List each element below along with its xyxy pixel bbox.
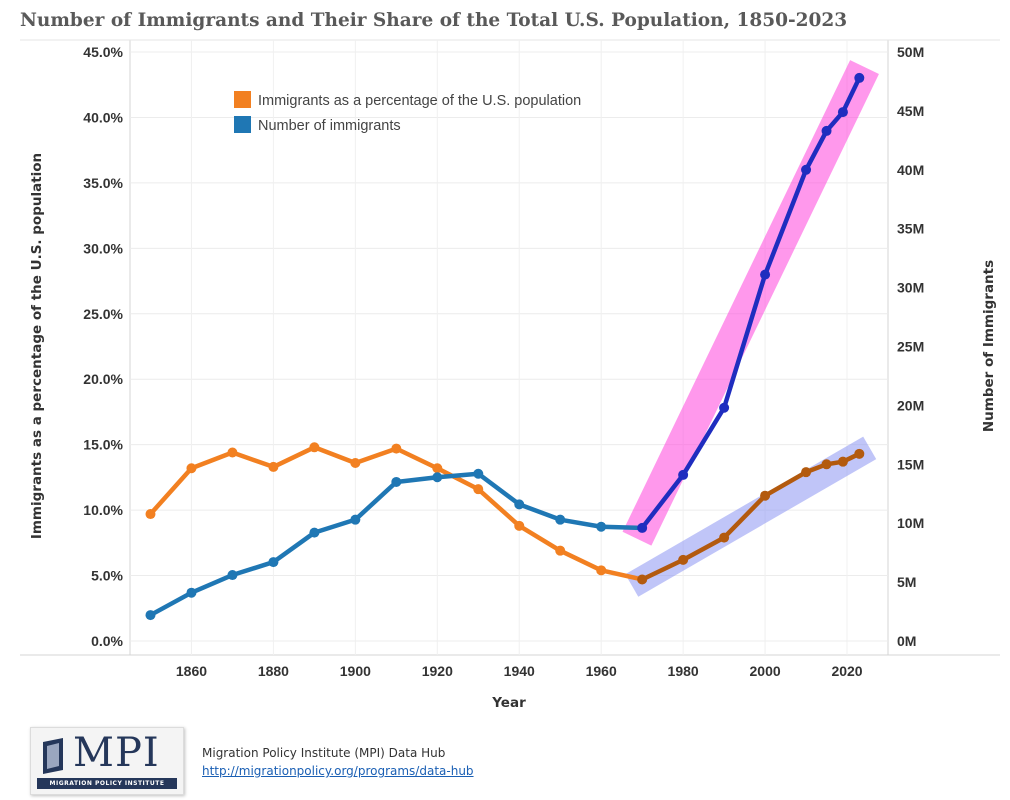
series-points — [145, 72, 865, 621]
mpi-logo: MPI MIGRATION POLICY INSTITUTE — [30, 727, 184, 795]
y-axis-right-title: Number of Immigrants — [981, 260, 997, 432]
percent-data-point — [227, 447, 238, 458]
y-left-tick-label: 45.0% — [83, 44, 123, 60]
y-right-tick-label: 40M — [897, 162, 924, 178]
percent-data-point — [854, 448, 865, 459]
x-tick-label: 2000 — [750, 663, 781, 679]
mpi-logo-mark-icon — [43, 738, 63, 774]
percent-data-point — [637, 574, 648, 585]
y-right-tick-label: 25M — [897, 339, 924, 355]
number-data-point — [678, 469, 689, 480]
footer-source-text: Migration Policy Institute (MPI) Data Hu… — [202, 746, 446, 760]
x-tick-label: 1940 — [504, 663, 535, 679]
number-data-point — [268, 557, 279, 568]
y-right-tick-label: 10M — [897, 515, 924, 531]
number-data-point — [473, 468, 484, 479]
y-left-tick-label: 10.0% — [83, 502, 123, 518]
y-axis-left-title: Immigrants as a percentage of the U.S. p… — [29, 153, 45, 539]
number-data-point — [432, 472, 443, 483]
x-axis-title: Year — [491, 695, 526, 711]
percent-data-point — [145, 509, 156, 520]
number-data-point — [145, 610, 156, 621]
number-data-point — [309, 527, 320, 538]
percent-data-point — [801, 467, 812, 478]
number-data-point — [719, 402, 730, 413]
x-tick-label: 1980 — [668, 663, 699, 679]
y-right-tick-label: 0M — [897, 633, 916, 649]
y-left-tick-label: 30.0% — [83, 240, 123, 256]
percent-series-line — [148, 445, 645, 582]
percent-data-point — [391, 443, 402, 454]
number-data-point — [596, 521, 607, 532]
legend-label-percent: Immigrants as a percentage of the U.S. p… — [258, 93, 581, 109]
number-data-point — [854, 72, 865, 83]
number-series-line — [148, 471, 645, 618]
number-data-point — [350, 514, 361, 525]
percent-data-point — [473, 484, 484, 495]
footer-source: Migration Policy Institute (MPI) Data Hu… — [202, 744, 474, 780]
y-right-tick-label: 35M — [897, 221, 924, 237]
y-right-tick-label: 30M — [897, 280, 924, 296]
mpi-logo-subtitle: MIGRATION POLICY INSTITUTE — [37, 778, 177, 789]
number-trend-band — [622, 60, 879, 546]
number-data-point — [391, 476, 402, 487]
number-data-point — [227, 570, 238, 581]
percent-data-point — [821, 459, 832, 470]
legend-swatch-number — [234, 116, 251, 133]
percent-data-point — [186, 463, 197, 474]
number-data-point — [514, 499, 525, 510]
number-data-point — [801, 164, 812, 175]
y-left-tick-label: 40.0% — [83, 109, 123, 125]
percent-data-point — [837, 456, 848, 467]
y-right-tick-label: 45M — [897, 103, 924, 119]
x-tick-label: 1900 — [340, 663, 371, 679]
footer-source-link[interactable]: http://migrationpolicy.org/programs/data… — [202, 764, 474, 778]
legend: Immigrants as a percentage of the U.S. p… — [234, 91, 581, 134]
mpi-logo-text: MPI — [73, 730, 160, 776]
chart: Number of Immigrants and Their Share of … — [20, 10, 1000, 711]
y-left-tick-label: 20.0% — [83, 371, 123, 387]
series-lines — [148, 75, 862, 618]
y-left-tick-label: 5.0% — [91, 568, 123, 584]
number-data-point — [837, 107, 848, 118]
percent-data-point — [432, 463, 443, 474]
x-tick-label: 2020 — [831, 663, 862, 679]
percent-data-point — [678, 554, 689, 565]
percent-data-point — [596, 565, 607, 576]
percent-data-point — [760, 490, 771, 501]
y-left-tick-label: 25.0% — [83, 306, 123, 322]
percent-data-point — [350, 457, 361, 468]
percent-data-point — [514, 520, 525, 531]
y-left-tick-label: 15.0% — [83, 437, 123, 453]
number-data-point — [760, 269, 771, 280]
y-left-tick-label: 35.0% — [83, 175, 123, 191]
gridlines — [20, 39, 1000, 656]
number-data-point — [637, 522, 648, 533]
percent-data-point — [719, 532, 730, 543]
x-tick-label: 1960 — [586, 663, 617, 679]
x-tick-label: 1920 — [422, 663, 453, 679]
y-right-tick-label: 20M — [897, 397, 924, 413]
tick-labels: 0.0% 5.0% 10.0% 15.0% 20.0% 25.0% 30.0% 35.0% 40… — [83, 44, 924, 679]
x-tick-label: 1880 — [258, 663, 289, 679]
legend-label-number: Number of immigrants — [258, 118, 401, 134]
y-left-tick-label: 0.0% — [91, 633, 123, 649]
y-right-tick-label: 50M — [897, 44, 924, 60]
y-right-tick-label: 15M — [897, 456, 924, 472]
number-data-point — [821, 125, 832, 136]
chart-title: Number of Immigrants and Their Share of … — [20, 10, 847, 31]
percent-data-point — [268, 461, 279, 472]
percent-data-point — [309, 442, 320, 453]
percent-data-point — [555, 545, 566, 556]
legend-swatch-percent — [234, 91, 251, 108]
y-right-tick-label: 5M — [897, 574, 916, 590]
number-data-point — [555, 514, 566, 525]
x-tick-label: 1860 — [176, 663, 207, 679]
number-data-point — [186, 587, 197, 598]
